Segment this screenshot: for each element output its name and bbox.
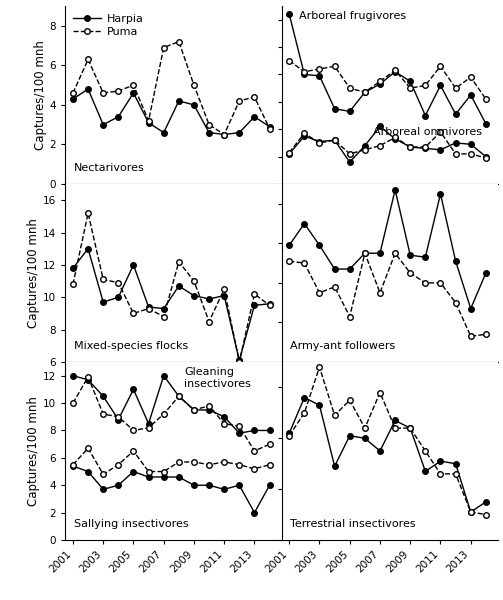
Text: Nectarivores: Nectarivores xyxy=(74,163,145,173)
Legend: Harpia, Puma: Harpia, Puma xyxy=(71,11,145,40)
Y-axis label: Captures/100 mnh: Captures/100 mnh xyxy=(34,40,47,150)
Text: Arboreal frugivores: Arboreal frugivores xyxy=(299,11,406,22)
Y-axis label: Captures/100 mnh: Captures/100 mnh xyxy=(27,396,40,506)
Text: Sallying insectivores: Sallying insectivores xyxy=(74,520,189,529)
Y-axis label: Captures/100 mnh: Captures/100 mnh xyxy=(27,218,40,328)
Text: Gleaning
insectivores: Gleaning insectivores xyxy=(185,367,251,389)
Text: Arboreal omnivores: Arboreal omnivores xyxy=(373,127,481,137)
Text: Army-ant followers: Army-ant followers xyxy=(290,341,395,352)
Text: Terrestrial insectivores: Terrestrial insectivores xyxy=(290,520,416,529)
Text: Mixed-species flocks: Mixed-species flocks xyxy=(74,341,188,352)
